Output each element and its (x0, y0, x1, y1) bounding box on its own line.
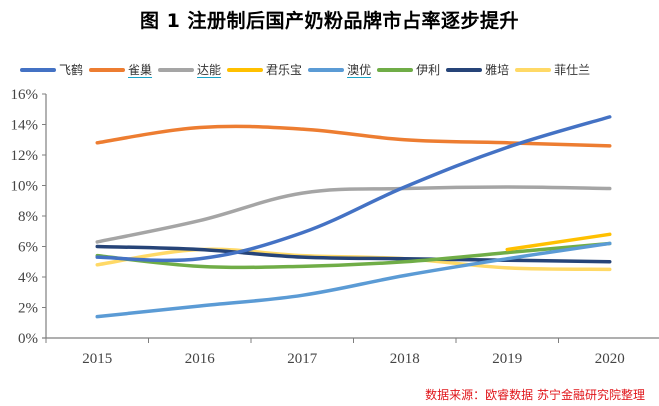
legend-label: 伊利 (416, 63, 441, 77)
data-source-note: 数据来源：欧睿数据 苏宁金融研究院整理 (425, 388, 645, 402)
y-tick-label: 4% (18, 270, 38, 286)
legend-swatch (158, 67, 195, 72)
legend-item: 雅培 (446, 61, 509, 78)
legend-label: 雀巢 (128, 63, 153, 77)
series-line-6 (95, 241, 612, 270)
legend-swatch (227, 67, 264, 72)
x-tick-label: 2019 (492, 351, 522, 367)
y-tick-label: 12% (11, 148, 39, 164)
y-tick-label: 0% (18, 331, 38, 347)
y-tick-label: 16% (11, 87, 39, 103)
series-line-5 (95, 241, 612, 319)
x-tick-label: 2016 (185, 351, 216, 367)
legend-swatch (89, 67, 126, 72)
legend-label: 飞鹤 (59, 63, 84, 77)
legend: 飞鹤 雀巢 达能 君乐宝 澳优 伊利 雅培 菲仕兰 (20, 61, 596, 78)
x-tick-label: 2020 (595, 351, 625, 367)
legend-item: 飞鹤 (20, 61, 83, 78)
legend-label: 君乐宝 (266, 63, 303, 77)
series-line-2 (95, 124, 612, 148)
legend-swatch (377, 67, 414, 72)
legend-item: 君乐宝 (227, 61, 302, 78)
legend-item: 雀巢 (89, 61, 152, 78)
y-tick-label: 10% (11, 179, 39, 195)
legend-swatch (308, 67, 345, 72)
legend-item: 菲仕兰 (515, 61, 590, 78)
legend-label: 澳优 (347, 63, 372, 77)
legend-swatch (20, 67, 56, 72)
series-line-1 (95, 115, 612, 263)
y-tick-label: 14% (11, 118, 39, 134)
x-tick-label: 2018 (390, 351, 420, 367)
series-line-4 (505, 232, 612, 252)
legend-swatch (515, 67, 552, 72)
legend-item: 伊利 (377, 61, 440, 78)
legend-item: 达能 (158, 61, 221, 78)
y-tick-label: 2% (18, 301, 38, 317)
legend-swatch (446, 67, 483, 72)
series-line-7 (95, 244, 612, 264)
legend-label: 达能 (197, 63, 222, 77)
y-tick-label: 8% (18, 209, 38, 225)
x-tick-label: 2017 (287, 351, 318, 367)
legend-label: 菲仕兰 (554, 63, 591, 77)
legend-label: 雅培 (485, 63, 510, 77)
legend-item: 澳优 (308, 61, 371, 78)
chart-title: 图 1 注册制后国产奶粉品牌市占率逐步提升 (140, 10, 519, 32)
x-tick-label: 2015 (82, 351, 112, 367)
series-line-3 (95, 185, 612, 244)
y-tick-label: 6% (18, 240, 38, 256)
